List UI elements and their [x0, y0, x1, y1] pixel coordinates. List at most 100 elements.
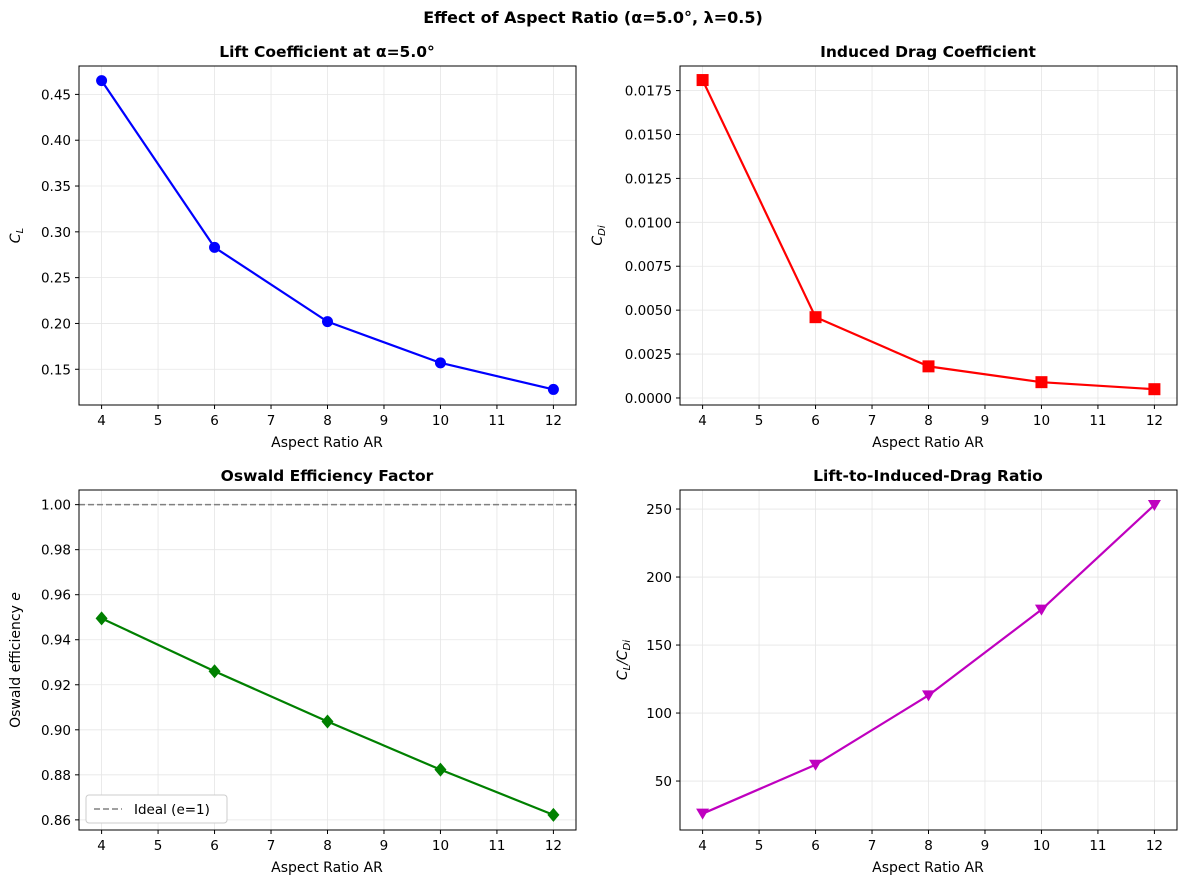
x-tick-label: 4 [698, 413, 707, 429]
x-axis-label: Aspect Ratio AR [872, 435, 984, 451]
x-tick-label: 5 [154, 413, 163, 429]
y-tick-label: 0.0050 [625, 303, 672, 319]
x-tick-label: 9 [981, 838, 990, 854]
data-point [547, 383, 559, 395]
induced-drag-chart: Induced Drag Coefficient Aspect Ratio AR… [590, 43, 1178, 451]
data-point [922, 690, 935, 702]
y-tick-label: 0.30 [41, 225, 71, 241]
chart-title: Induced Drag Coefficient [820, 43, 1036, 61]
x-axis-label: Aspect Ratio AR [872, 860, 984, 876]
y-tick-label: 0.20 [41, 316, 71, 332]
x-tick-label: 4 [97, 838, 106, 854]
y-tick-label: 0.0000 [625, 391, 672, 407]
legend-label: Ideal (e=1) [134, 802, 210, 818]
legend: Ideal (e=1) [85, 794, 228, 824]
series-markers [696, 74, 1161, 396]
y-tick-label: 0.88 [41, 768, 71, 784]
x-axis-label: Aspect Ratio AR [271, 435, 383, 451]
x-tick-label: 10 [1033, 838, 1050, 854]
x-tick-label: 9 [380, 413, 389, 429]
y-tick-label: 0.96 [41, 588, 71, 604]
plot-frame [78, 65, 577, 406]
x-tick-label: 8 [924, 838, 933, 854]
y-tick-label: 0.90 [41, 723, 71, 739]
data-point [696, 808, 710, 820]
y-axis-label: CL [8, 228, 26, 243]
y-tick-label: 0.0125 [625, 171, 672, 187]
data-point [209, 241, 221, 253]
plot-frame [78, 489, 577, 831]
data-point [547, 807, 560, 822]
x-tick-label: 10 [432, 838, 449, 854]
series-markers [95, 611, 560, 822]
x-tick-label: 9 [380, 838, 389, 854]
y-tick-label: 150 [646, 638, 672, 654]
y-tick-label: 250 [646, 502, 672, 518]
x-tick-label: 5 [755, 413, 764, 429]
y-tick-label: 0.0100 [625, 215, 672, 231]
data-point [696, 74, 709, 87]
data-point [96, 75, 108, 87]
x-tick-label: 4 [97, 413, 106, 429]
y-tick-label: 0.15 [41, 362, 71, 378]
x-tick-label: 7 [267, 838, 276, 854]
x-tick-label: 6 [811, 413, 820, 429]
axis-ticks: 4 5 6 7 8 9 10 11 12 50 100 150 200 250 [646, 502, 1163, 854]
x-tick-label: 8 [323, 413, 332, 429]
plot-frame [679, 65, 1178, 406]
oswald-efficiency-chart: Oswald Efficiency Factor Aspect Ratio AR… [8, 467, 577, 876]
data-point [1147, 499, 1161, 511]
x-tick-label: 11 [488, 838, 505, 854]
x-tick-label: 6 [210, 413, 219, 429]
data-point [1035, 376, 1048, 389]
y-tick-label: 0.94 [41, 633, 71, 649]
x-tick-label: 7 [868, 413, 877, 429]
y-tick-label: 0.0175 [625, 84, 672, 100]
grid [79, 66, 576, 405]
x-tick-label: 7 [868, 838, 877, 854]
axis-ticks: 4 5 6 7 8 9 10 11 12 0.0000 0.0025 0.0050 0.0075 0.01… [625, 84, 1163, 429]
axis-ticks: 4 5 6 7 8 9 10 11 12 0.86 0.88 0.90 0.92 0.94 0.96 0.98… [41, 498, 562, 854]
y-axis-label: Oswald efficiency e [8, 592, 24, 728]
y-tick-label: 1.00 [41, 498, 71, 514]
grid [680, 490, 1177, 830]
x-tick-label: 12 [545, 413, 562, 429]
y-tick-label: 0.45 [41, 87, 71, 103]
x-tick-label: 9 [981, 413, 990, 429]
y-tick-label: 0.0025 [625, 347, 672, 363]
x-tick-label: 12 [1146, 838, 1163, 854]
x-tick-label: 6 [210, 838, 219, 854]
x-tick-label: 12 [545, 838, 562, 854]
y-tick-label: 100 [646, 706, 672, 722]
y-axis-label: CL/CDi [615, 640, 633, 681]
chart-title: Lift-to-Induced-Drag Ratio [813, 467, 1043, 485]
axis-ticks: 4 5 6 7 8 9 10 11 12 0.15 0.20 0.25 0.30 0.35 0.40 0.45 [41, 87, 562, 429]
x-tick-label: 12 [1146, 413, 1163, 429]
x-tick-label: 11 [1089, 838, 1106, 854]
x-tick-label: 10 [1033, 413, 1050, 429]
y-tick-label: 0.0150 [625, 128, 672, 144]
x-tick-label: 4 [698, 838, 707, 854]
y-tick-label: 0.86 [41, 813, 71, 829]
grid [680, 66, 1177, 405]
legend-box [85, 794, 228, 824]
x-tick-label: 8 [924, 413, 933, 429]
series-markers [96, 75, 559, 395]
data-point [922, 360, 935, 373]
data-point [208, 664, 221, 679]
figure-title: Effect of Aspect Ratio (α=5.0°, λ=0.5) [423, 8, 763, 27]
x-tick-label: 7 [267, 413, 276, 429]
chart-title: Oswald Efficiency Factor [221, 467, 434, 485]
series-markers [696, 499, 1161, 820]
x-tick-label: 11 [488, 413, 505, 429]
y-tick-label: 0.98 [41, 543, 71, 559]
data-point [809, 759, 823, 771]
data-point [322, 316, 333, 328]
data-point [1148, 383, 1161, 396]
x-tick-label: 6 [811, 838, 820, 854]
lift-coefficient-chart: Lift Coefficient at α=5.0° Aspect Ratio … [8, 43, 577, 451]
x-tick-label: 11 [1089, 413, 1106, 429]
data-point [321, 714, 334, 729]
